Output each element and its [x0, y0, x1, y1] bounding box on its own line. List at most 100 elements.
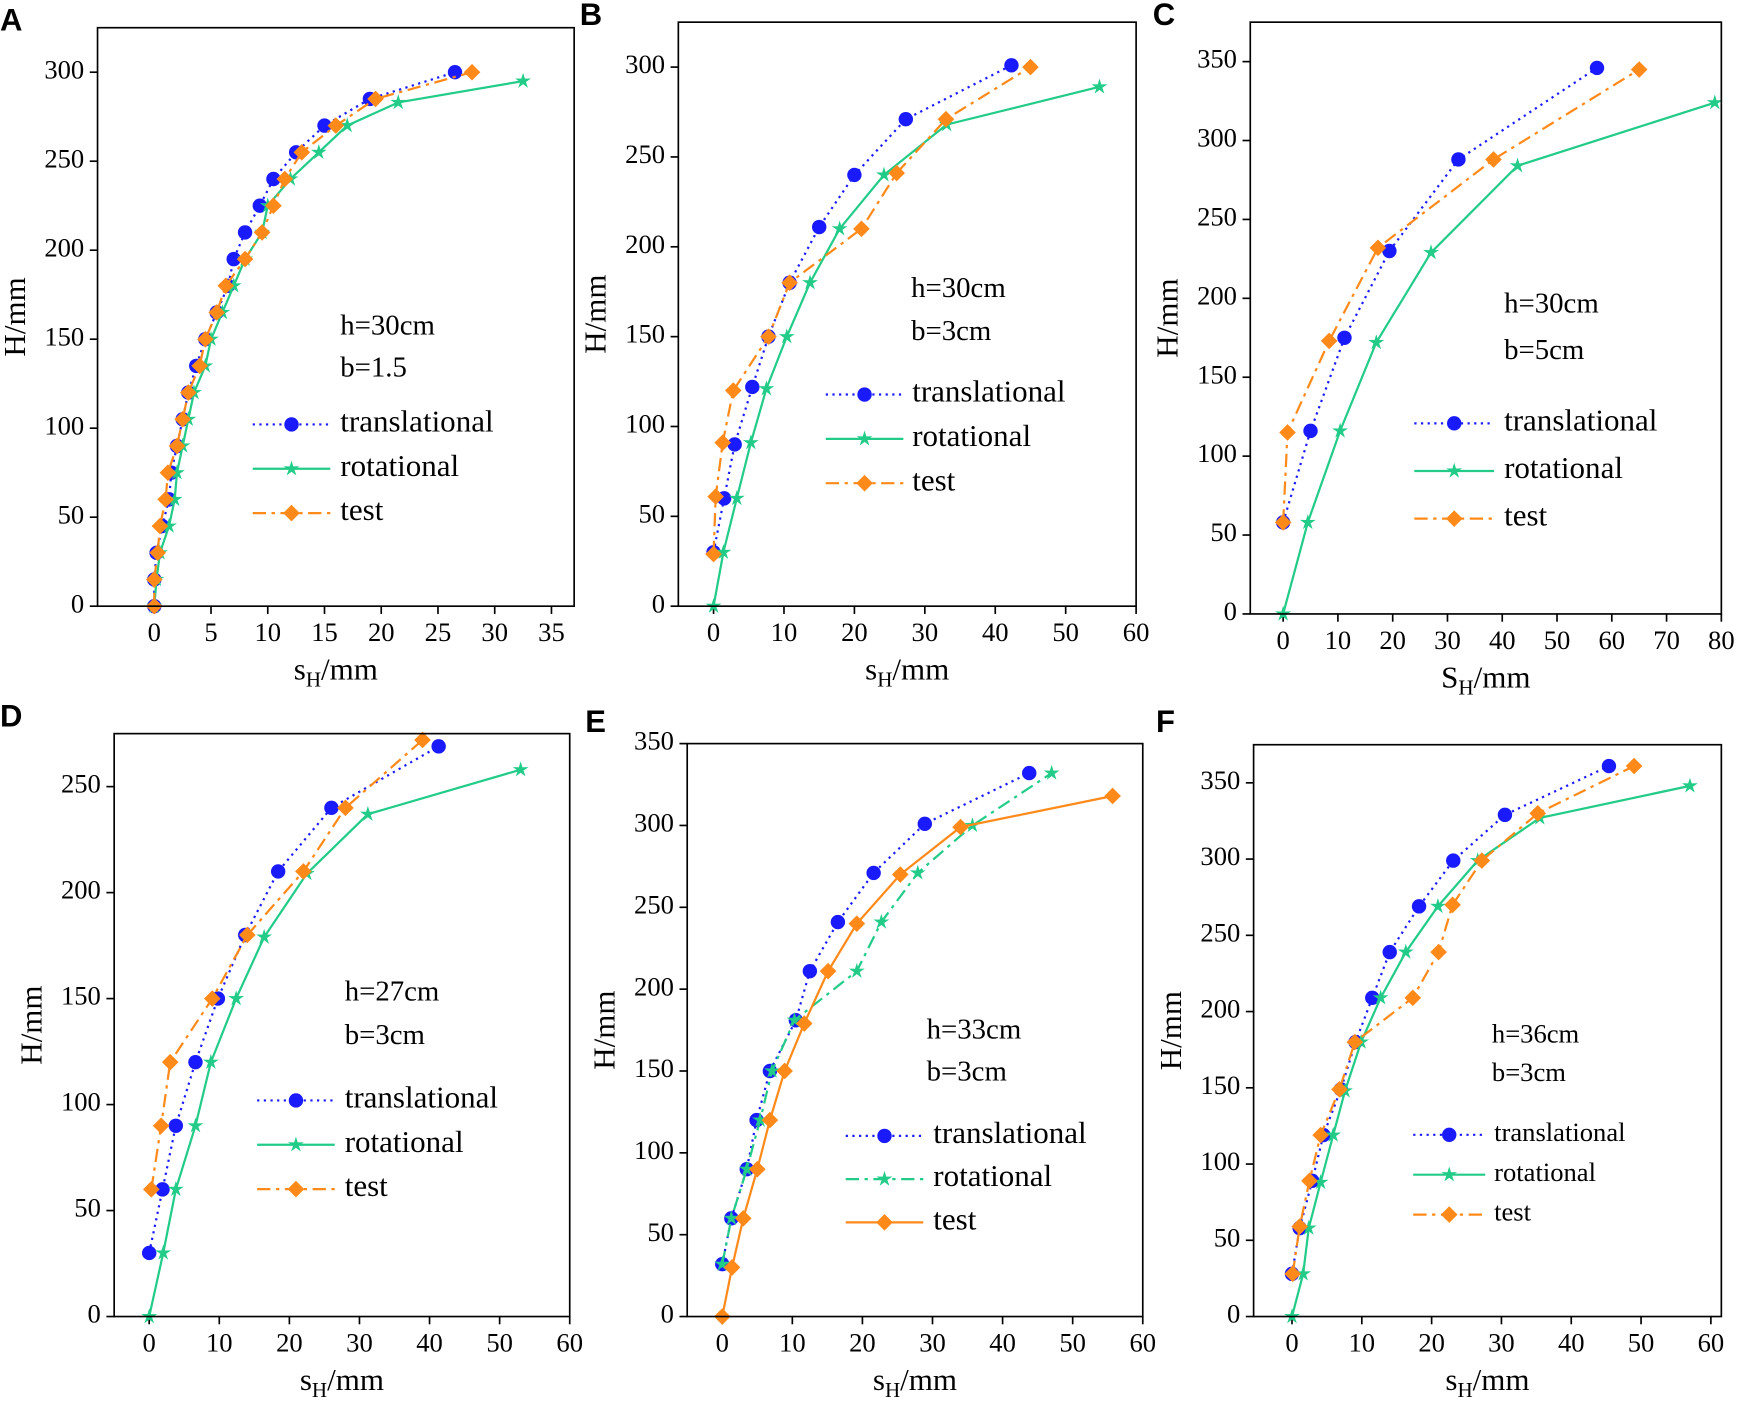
y-axis-label: H/mm	[1153, 991, 1188, 1070]
marker	[155, 1182, 170, 1197]
y-tick-label: 150	[1200, 1070, 1240, 1100]
legend-marker	[283, 504, 300, 522]
marker	[853, 220, 870, 238]
y-tick-label: 300	[1200, 841, 1240, 871]
legend-marker	[877, 1128, 892, 1144]
x-tick-label: 60	[556, 1327, 583, 1357]
series-line	[153, 80, 524, 607]
x-tick-label: 60	[1698, 1327, 1725, 1357]
marker	[152, 1117, 170, 1135]
y-axis-label: H/mm	[578, 275, 613, 354]
annotation: h=27cm	[345, 976, 440, 1008]
marker	[748, 1160, 766, 1178]
x-axis-label: sH/mm	[865, 652, 949, 692]
x-axis-label-subscript: H	[306, 667, 321, 691]
panel-label: F	[1156, 704, 1175, 739]
legend-label: test	[340, 492, 383, 527]
legend-label: translational	[340, 404, 493, 439]
marker	[714, 1255, 731, 1271]
legend-label: rotational	[912, 418, 1031, 453]
legend-label: rotational	[340, 448, 459, 483]
x-tick-label: 35	[538, 617, 565, 647]
marker	[1382, 243, 1397, 259]
x-tick-label: 50	[1059, 1327, 1086, 1357]
marker	[237, 225, 253, 240]
marker	[1043, 764, 1060, 780]
marker	[1601, 758, 1617, 774]
marker	[310, 143, 327, 160]
marker	[1404, 989, 1422, 1007]
y-tick-label: 200	[1200, 994, 1240, 1024]
marker	[1022, 765, 1037, 781]
marker	[819, 962, 837, 980]
marker	[1397, 943, 1414, 959]
x-tick-label: 80	[1708, 625, 1735, 655]
marker	[1301, 1172, 1318, 1190]
x-axis-label-suffix: /mm	[1473, 1362, 1530, 1397]
marker	[1279, 424, 1296, 441]
x-tick-label: 50	[1052, 617, 1079, 647]
plot-frame	[1249, 21, 1723, 615]
x-tick-label: 50	[1628, 1327, 1655, 1357]
marker	[1630, 61, 1648, 78]
marker	[1346, 1033, 1364, 1051]
marker	[1446, 853, 1461, 868]
marker	[1372, 989, 1389, 1005]
marker	[188, 1054, 203, 1070]
marker	[337, 799, 354, 817]
legend-marker	[856, 430, 873, 446]
x-axis-label: sH/mm	[873, 1362, 957, 1402]
marker	[781, 274, 798, 292]
marker	[161, 517, 177, 533]
x-axis-label-subscript: H	[885, 1378, 900, 1402]
annotation: b=3cm	[927, 1055, 1007, 1087]
y-tick-label: 250	[1197, 202, 1237, 232]
y-tick-label: 250	[625, 139, 665, 169]
marker	[1291, 1218, 1308, 1235]
marker	[149, 544, 166, 562]
panel: E0 10 20 30 40 50 60050100150200250300350sH/mm…	[585, 704, 1156, 1402]
marker	[1485, 151, 1502, 168]
x-tick-label: 20	[276, 1327, 303, 1357]
marker	[1430, 898, 1446, 914]
x-axis-label-suffix: /mm	[900, 1362, 957, 1397]
marker	[1331, 1081, 1348, 1098]
x-tick-label: 30	[919, 1327, 946, 1357]
x-axis-label-main: s	[300, 1362, 312, 1397]
marker	[414, 731, 431, 749]
x-tick-label: 20	[841, 617, 868, 647]
x-tick-label: 40	[982, 617, 1009, 647]
marker	[1312, 1174, 1329, 1190]
panel: C 0 10 20 30 40 50 60 70 80 0 50 100 150 200 250 300 350 S…	[1150, 0, 1735, 699]
plot-frame	[686, 742, 1144, 1318]
y-tick-label: 350	[1197, 44, 1237, 74]
y-tick-label: 100	[1200, 1146, 1240, 1176]
marker	[802, 963, 818, 979]
marker	[1332, 422, 1349, 438]
legend-label: rotational	[1494, 1157, 1596, 1187]
x-tick-label: 0	[148, 617, 161, 647]
series-line	[1291, 765, 1635, 1275]
legend-label: test	[1494, 1197, 1532, 1227]
x-tick-label: 10	[1349, 1327, 1376, 1357]
marker	[1589, 60, 1605, 76]
marker	[752, 1111, 768, 1127]
marker	[270, 864, 286, 879]
series-line	[150, 739, 424, 1190]
marker	[236, 250, 254, 268]
marker	[431, 739, 446, 754]
marker	[293, 143, 311, 161]
marker	[151, 517, 169, 535]
series-line	[712, 85, 1100, 607]
series-line	[712, 66, 1032, 555]
x-tick-label: 50	[1544, 625, 1571, 655]
marker	[1682, 777, 1698, 793]
panel-label: E	[585, 704, 606, 739]
legend-marker	[1442, 1127, 1457, 1142]
marker	[847, 167, 862, 183]
marker	[723, 1259, 741, 1276]
marker	[168, 1118, 184, 1133]
legend-label: translational	[1494, 1117, 1625, 1147]
y-tick-label: 350	[634, 726, 674, 756]
